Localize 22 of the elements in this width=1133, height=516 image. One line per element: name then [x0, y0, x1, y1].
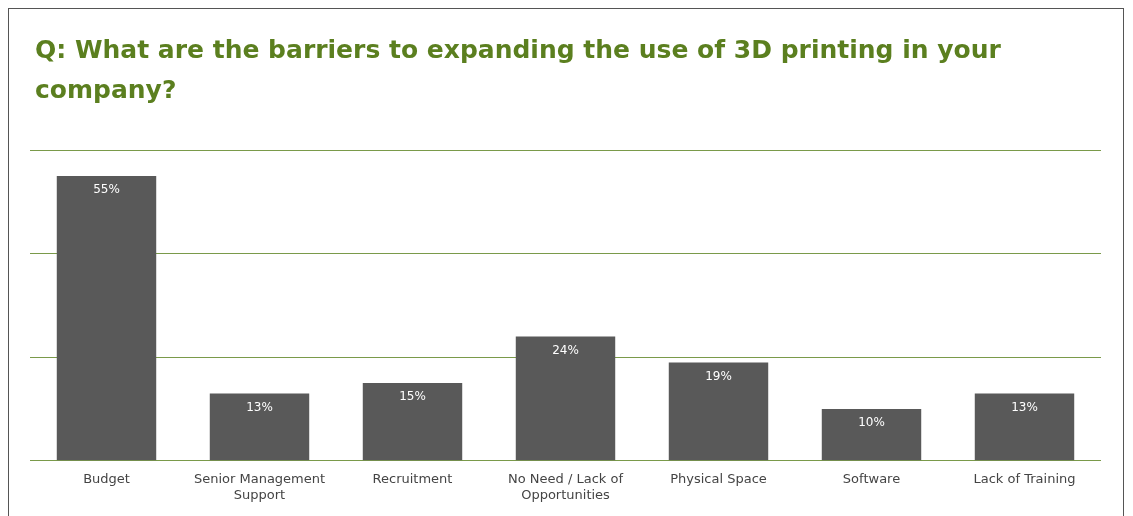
x-tick-label: Senior Management Support — [193, 470, 326, 502]
bar — [974, 393, 1075, 461]
data-label: 15% — [399, 389, 426, 404]
bar — [56, 175, 157, 461]
x-tick-label: Recruitment — [372, 470, 453, 486]
data-label: 10% — [858, 415, 885, 430]
bar — [362, 383, 463, 461]
bar — [515, 336, 616, 461]
data-label: 13% — [246, 399, 273, 414]
x-tick-label: Lack of Training — [973, 470, 1076, 486]
data-label: 24% — [552, 342, 579, 357]
data-label: 19% — [705, 368, 732, 383]
bar — [821, 409, 922, 461]
x-tick-label: No Need / Lack of Opportunities — [508, 470, 624, 502]
x-tick-label: Physical Space — [670, 470, 767, 486]
bar — [209, 393, 310, 461]
bar — [668, 362, 769, 461]
x-tick-label: Software — [842, 470, 901, 486]
data-label: 13% — [1011, 399, 1038, 414]
chart-title: Q: What are the barriers to expanding the use of 3D printing in your company? — [35, 34, 1002, 106]
x-tick-label: Budget — [83, 470, 130, 486]
data-label: 55% — [93, 182, 120, 197]
